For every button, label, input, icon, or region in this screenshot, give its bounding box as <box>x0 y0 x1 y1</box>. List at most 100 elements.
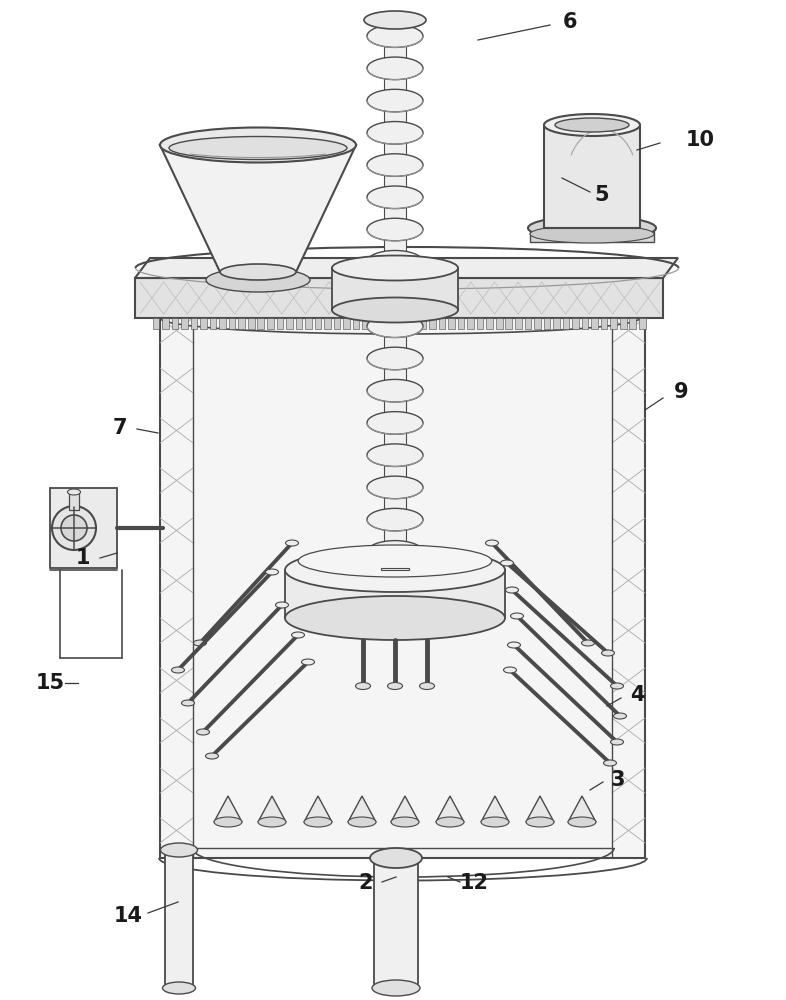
Polygon shape <box>544 318 550 329</box>
Polygon shape <box>553 318 560 329</box>
Ellipse shape <box>169 136 347 159</box>
Polygon shape <box>477 318 483 329</box>
Ellipse shape <box>544 114 640 136</box>
Ellipse shape <box>370 848 422 868</box>
Ellipse shape <box>61 515 87 541</box>
Polygon shape <box>611 318 617 329</box>
Polygon shape <box>258 796 286 822</box>
Ellipse shape <box>160 127 356 162</box>
Ellipse shape <box>420 682 435 690</box>
Polygon shape <box>258 318 264 329</box>
Ellipse shape <box>367 154 423 176</box>
Polygon shape <box>135 278 663 318</box>
Ellipse shape <box>367 250 423 273</box>
Ellipse shape <box>367 508 423 531</box>
Polygon shape <box>639 318 645 329</box>
Polygon shape <box>420 318 426 329</box>
Ellipse shape <box>508 642 520 648</box>
Polygon shape <box>160 145 356 272</box>
Ellipse shape <box>332 298 458 322</box>
Ellipse shape <box>367 379 423 402</box>
Ellipse shape <box>510 613 523 619</box>
Text: 2: 2 <box>358 873 373 893</box>
Ellipse shape <box>367 412 423 434</box>
Polygon shape <box>267 318 274 329</box>
Polygon shape <box>384 20 406 568</box>
Ellipse shape <box>528 216 656 240</box>
Text: 15: 15 <box>35 673 64 693</box>
Polygon shape <box>620 318 626 329</box>
Ellipse shape <box>367 283 423 305</box>
Ellipse shape <box>68 489 80 495</box>
Text: 1: 1 <box>75 548 90 568</box>
Ellipse shape <box>387 682 402 690</box>
Ellipse shape <box>285 548 505 592</box>
Polygon shape <box>314 318 321 329</box>
Ellipse shape <box>611 683 623 689</box>
Polygon shape <box>467 318 474 329</box>
Polygon shape <box>515 318 522 329</box>
Ellipse shape <box>481 817 509 827</box>
Polygon shape <box>334 318 340 329</box>
Polygon shape <box>152 318 159 329</box>
Ellipse shape <box>205 753 219 759</box>
Polygon shape <box>530 228 654 242</box>
Ellipse shape <box>367 25 423 47</box>
Ellipse shape <box>367 444 423 466</box>
Ellipse shape <box>604 760 616 766</box>
Ellipse shape <box>367 541 423 563</box>
Text: 14: 14 <box>113 906 142 926</box>
Ellipse shape <box>367 476 423 499</box>
Polygon shape <box>372 318 379 329</box>
Ellipse shape <box>367 347 423 370</box>
Polygon shape <box>248 318 255 329</box>
Polygon shape <box>630 318 636 329</box>
Ellipse shape <box>171 667 185 673</box>
Polygon shape <box>448 318 455 329</box>
Polygon shape <box>544 125 640 228</box>
Polygon shape <box>391 318 398 329</box>
Polygon shape <box>524 318 531 329</box>
Polygon shape <box>481 796 509 822</box>
Polygon shape <box>304 796 332 822</box>
Polygon shape <box>563 318 569 329</box>
Ellipse shape <box>367 186 423 209</box>
Ellipse shape <box>276 602 288 608</box>
Ellipse shape <box>196 729 210 735</box>
Polygon shape <box>160 305 645 858</box>
Ellipse shape <box>614 713 626 719</box>
Polygon shape <box>69 492 79 510</box>
Ellipse shape <box>285 596 505 640</box>
Polygon shape <box>135 258 678 278</box>
Polygon shape <box>591 318 598 329</box>
Ellipse shape <box>332 255 458 280</box>
Text: 3: 3 <box>611 770 625 790</box>
Ellipse shape <box>298 545 492 577</box>
Polygon shape <box>362 318 369 329</box>
Polygon shape <box>210 318 216 329</box>
Polygon shape <box>191 318 197 329</box>
Ellipse shape <box>220 264 296 280</box>
Ellipse shape <box>52 506 96 550</box>
Polygon shape <box>601 318 608 329</box>
Ellipse shape <box>285 540 299 546</box>
Ellipse shape <box>486 540 498 546</box>
Polygon shape <box>50 488 117 568</box>
Text: 5: 5 <box>595 185 609 205</box>
Ellipse shape <box>364 11 426 29</box>
Polygon shape <box>374 858 418 988</box>
Polygon shape <box>162 318 169 329</box>
Ellipse shape <box>355 682 370 690</box>
Polygon shape <box>410 318 417 329</box>
Ellipse shape <box>504 667 516 673</box>
Polygon shape <box>343 318 350 329</box>
Ellipse shape <box>501 560 513 566</box>
Polygon shape <box>285 570 505 618</box>
Polygon shape <box>401 318 407 329</box>
Polygon shape <box>380 568 410 570</box>
Polygon shape <box>487 318 493 329</box>
Ellipse shape <box>436 817 464 827</box>
Text: 7: 7 <box>112 418 127 438</box>
Polygon shape <box>534 318 541 329</box>
Ellipse shape <box>304 817 332 827</box>
